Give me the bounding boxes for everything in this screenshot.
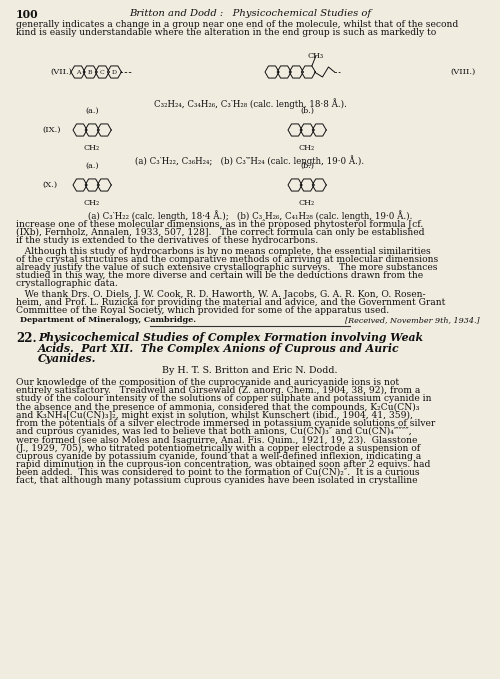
Text: increase one of these molecular dimensions, as in the proposed phytosterol formu: increase one of these molecular dimensio… [16,220,423,229]
Text: from the potentials of a silver electrode immersed in potassium cyanide solution: from the potentials of a silver electrod… [16,419,435,428]
Text: (b.): (b.) [300,162,314,170]
Text: (b.): (b.) [300,107,314,115]
Text: Physicochemical Studies of Complex Formation involving Weak: Physicochemical Studies of Complex Forma… [38,333,423,344]
Text: CH₂: CH₂ [299,144,315,152]
Text: (J., 1929, 705), who titrated potentiometrically with a copper electrode a suspe: (J., 1929, 705), who titrated potentiome… [16,443,420,453]
Text: A: A [76,69,80,75]
Text: (a) C₃‵H₂₂ (calc. length, 18·4 Å.);   (b) C₃‸H₂₆, C₄₁H₂₈ (calc. length, 19·0 Å.): (a) C₃‵H₂₂ (calc. length, 18·4 Å.); (b) … [88,210,412,221]
Text: (VII.): (VII.) [50,68,72,76]
Text: (IX.): (IX.) [42,126,60,134]
Text: Department of Mineralogy, Cambridge.: Department of Mineralogy, Cambridge. [20,316,196,324]
Text: generally indicates a change in a group near one end of the molecule, whilst tha: generally indicates a change in a group … [16,20,458,29]
Text: Britton and Dodd :   Physicochemical Studies of: Britton and Dodd : Physicochemical Studi… [129,9,371,18]
Text: CH₂: CH₂ [84,199,100,207]
Text: Our knowledge of the composition of the cuprocyanide and auricyanide ions is not: Our knowledge of the composition of the … [16,378,399,387]
Text: CH₂: CH₂ [84,144,100,152]
Text: By H. T. S. Britton and Eric N. Dodd.: By H. T. S. Britton and Eric N. Dodd. [162,366,338,375]
Text: We thank Drs. O. Diels, J. W. Cook, R. D. Haworth, W. A. Jacobs, G. A. R. Kon, O: We thank Drs. O. Diels, J. W. Cook, R. D… [16,290,426,299]
Text: D: D [112,69,117,75]
Text: B: B [88,69,92,75]
Text: the absence and the presence of ammonia, considered that the compounds, K₂Cu(CN): the absence and the presence of ammonia,… [16,403,419,412]
Text: and cuprous cyanides, was led to believe that both anions, Cu(CN)₃″ and Cu(CN)₄‴: and cuprous cyanides, was led to believe… [16,427,411,437]
Text: Cyanides.: Cyanides. [38,353,96,365]
Text: already justify the value of such extensive crystallographic surveys.   The more: already justify the value of such extens… [16,263,438,272]
Text: of the crystal structures and the comparative methods of arriving at molecular d: of the crystal structures and the compar… [16,255,438,264]
Text: Acids.  Part XII.  The Complex Anions of Cuprous and Auric: Acids. Part XII. The Complex Anions of C… [38,343,400,354]
Text: heim, and Prof. L. Ruzicka for providing the material and advice, and the Govern: heim, and Prof. L. Ruzicka for providing… [16,298,446,307]
Text: fact, that although many potassium cuprous cyanides have been isolated in crysta: fact, that although many potassium cupro… [16,477,417,485]
Text: (X.): (X.) [42,181,57,189]
Text: 22.: 22. [16,333,36,346]
Text: Although this study of hydrocarbons is by no means complete, the essential simil: Although this study of hydrocarbons is b… [16,246,431,255]
Text: entirely satisfactory.   Treadwell and Girsewald (Z. anorg. Chem., 1904, 38, 92): entirely satisfactory. Treadwell and Gir… [16,386,420,395]
Text: (IXb), Fernholz, Annalen, 1933, 507, 128].   The correct formula can only be est: (IXb), Fernholz, Annalen, 1933, 507, 128… [16,228,424,238]
Text: (a.): (a.) [86,107,99,115]
Text: rapid diminution in the cuprous-ion concentration, was obtained soon after 2 equ: rapid diminution in the cuprous-ion conc… [16,460,430,469]
Text: and K₃NH₄[Cu(CN)₃]₂, might exist in solution, whilst Kunschert (ibid., 1904, 41,: and K₃NH₄[Cu(CN)₃]₂, might exist in solu… [16,411,413,420]
Text: CH₂: CH₂ [299,199,315,207]
Text: were formed (see also Moles and Isaguirre, Anal. Fis. Quim., 1921, 19, 23).  Gla: were formed (see also Moles and Isaguirr… [16,435,417,445]
Text: [Received, November 9th, 1934.]: [Received, November 9th, 1934.] [346,316,480,324]
Text: crystallographic data.: crystallographic data. [16,279,118,289]
Text: kind is easily understandable where the alteration in the end group is such as m: kind is easily understandable where the … [16,29,436,37]
Text: been added.  This was considered to point to the formation of Cu(CN)₂″.  It is a: been added. This was considered to point… [16,469,419,477]
Text: (VIII.): (VIII.) [450,68,475,76]
Text: 100: 100 [16,9,38,20]
Text: C₃₂H₂₄, C₃₄H₂₆, C₃‵H₂₈ (calc. length, 18·8 Å.).: C₃₂H₂₄, C₃₄H₂₆, C₃‵H₂₈ (calc. length, 18… [154,98,346,109]
Text: (a) C₃‵H₂₂, C₃₆H₂₄;   (b) C₃‷H₂₄ (calc. length, 19·0 Å.).: (a) C₃‵H₂₂, C₃₆H₂₄; (b) C₃‷H₂₄ (calc. le… [136,155,364,166]
Text: (a.): (a.) [86,162,99,170]
Text: cuprous cyanide by potassium cyanide, found that a well-defined inflexion, indic: cuprous cyanide by potassium cyanide, fo… [16,452,421,461]
Text: studied in this way, the more diverse and certain will be the deductions drawn f: studied in this way, the more diverse an… [16,271,423,280]
Text: Committee of the Royal Society, which provided for some of the apparatus used.: Committee of the Royal Society, which pr… [16,306,389,315]
Text: study of the colour intensity of the solutions of copper sulphate and potassium : study of the colour intensity of the sol… [16,394,432,403]
Text: C: C [100,69,104,75]
Text: CH₃: CH₃ [308,52,324,60]
Text: if the study is extended to the derivatives of these hydrocarbons.: if the study is extended to the derivati… [16,236,318,245]
